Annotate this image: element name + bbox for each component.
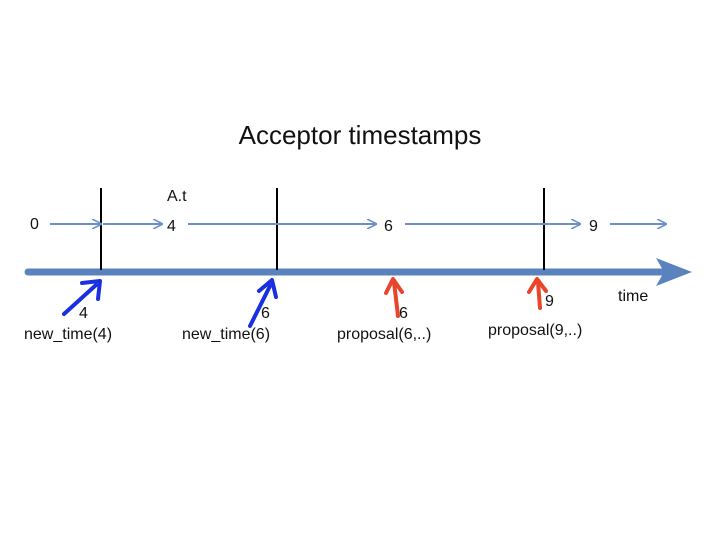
timeline-arrowhead — [656, 258, 692, 286]
state-label: A.t — [167, 188, 187, 205]
event-value-1: 4 — [79, 305, 88, 322]
timeline-axis — [24, 258, 692, 286]
message-arrow-proposal-2 — [527, 277, 548, 310]
state-value-3: 9 — [589, 218, 598, 235]
event-label-3: proposal(6,..) — [337, 326, 431, 343]
event-value-4: 9 — [545, 293, 554, 310]
state-value-0: 0 — [30, 216, 39, 233]
message-arrow-new-time-2 — [248, 278, 278, 328]
axis-label-time: time — [618, 288, 648, 305]
state-value-1: 4 — [167, 218, 176, 235]
event-label-2: new_time(6) — [182, 326, 270, 343]
event-label-1: new_time(4) — [24, 326, 112, 343]
diagram-title: Acceptor timestamps — [239, 120, 482, 150]
event-label-4: proposal(9,..) — [488, 322, 582, 339]
event-value-2: 6 — [261, 305, 270, 322]
message-arrow-new-time-1 — [62, 279, 102, 316]
event-value-3: 6 — [399, 305, 408, 322]
message-arrow-proposal-1 — [384, 277, 404, 318]
state-value-2: 6 — [384, 218, 393, 235]
